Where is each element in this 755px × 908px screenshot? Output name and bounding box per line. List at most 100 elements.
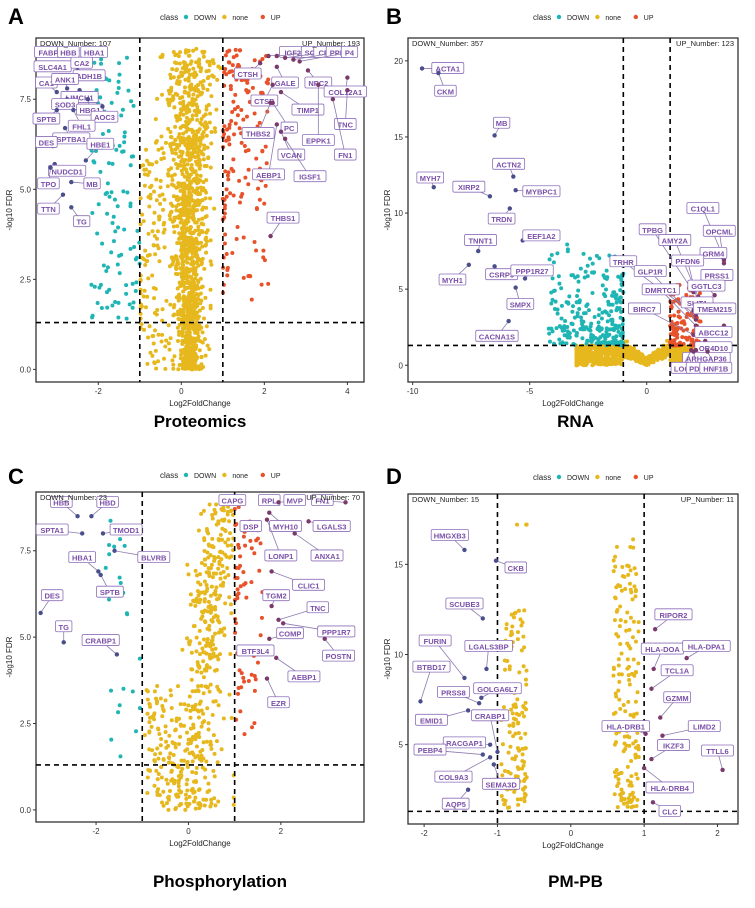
point-none <box>206 566 211 571</box>
point-none <box>203 353 208 358</box>
point-up <box>697 319 702 324</box>
label-box <box>301 134 335 147</box>
point-none <box>188 341 193 346</box>
point-down <box>101 263 106 268</box>
point-none <box>185 788 190 793</box>
label-text: TPO <box>41 180 57 189</box>
point-none <box>197 801 202 806</box>
point-down <box>610 293 615 298</box>
point-none <box>150 229 155 234</box>
label-box <box>73 215 91 228</box>
point-up <box>252 721 257 726</box>
labeled-point <box>267 510 272 515</box>
point-none <box>647 355 652 360</box>
point-none <box>197 158 202 163</box>
point-none <box>160 318 165 323</box>
point-down <box>127 302 132 307</box>
point-none <box>209 801 214 806</box>
label-text: PPL <box>330 48 345 57</box>
gene-label: SPTB <box>32 107 61 125</box>
point-none <box>189 677 194 682</box>
point-none <box>166 341 171 346</box>
point-down <box>559 325 564 330</box>
point-none <box>155 789 160 794</box>
point-none <box>629 759 634 764</box>
point-none <box>156 246 161 251</box>
point-none <box>208 196 213 201</box>
point-down <box>581 251 586 256</box>
panel-d: D class DOWN none UP HMGXB3 CKB SCUBE3 FURIN LGA… <box>378 462 755 908</box>
point-down <box>90 210 95 215</box>
labeled-point <box>85 97 91 102</box>
point-down <box>124 316 129 321</box>
point-none <box>582 351 587 356</box>
label-text: COMP <box>279 630 302 639</box>
point-none <box>173 806 178 811</box>
gene-label: MYH7 <box>416 171 445 190</box>
point-down <box>117 72 122 77</box>
point-down <box>549 301 554 306</box>
labeled-point <box>75 513 80 519</box>
point-none <box>223 575 228 580</box>
point-none <box>179 202 184 207</box>
point-none <box>185 804 190 809</box>
point-none <box>184 707 189 712</box>
point-none <box>201 691 206 696</box>
volcano-plot-rna: class DOWN none UPACTA1CKMMBACTN2MYH7XIRP2M… <box>383 13 739 408</box>
point-none <box>160 800 165 805</box>
point-none <box>193 568 198 573</box>
point-none <box>189 163 194 168</box>
point-none <box>183 142 188 147</box>
point-none <box>200 765 205 770</box>
point-none <box>151 243 156 248</box>
point-none <box>190 206 195 211</box>
point-none <box>221 580 226 585</box>
point-up <box>259 282 264 287</box>
point-none <box>219 629 224 634</box>
point-none <box>220 563 225 568</box>
point-none <box>229 715 234 720</box>
x-tick-label: -2 <box>92 827 100 836</box>
point-none <box>202 266 207 271</box>
labeled-point <box>487 194 493 199</box>
label-box <box>340 46 359 58</box>
label-box <box>67 119 96 132</box>
point-up <box>231 157 236 162</box>
point-up <box>224 194 229 199</box>
point-none <box>170 262 175 267</box>
label-box <box>86 137 115 150</box>
point-none <box>599 351 604 356</box>
x-tick-label: 2 <box>279 827 284 836</box>
point-none <box>221 716 226 721</box>
gene-label: DMRTC1 <box>641 283 699 328</box>
labeled-point <box>345 88 350 93</box>
point-none <box>645 359 650 364</box>
labeled-point <box>79 531 85 536</box>
point-none <box>185 760 190 765</box>
point-none <box>201 114 206 119</box>
point-none <box>161 230 166 235</box>
point-up <box>252 673 257 678</box>
label-text: HBD <box>99 498 116 507</box>
point-none <box>157 259 162 264</box>
gene-label: HBE1 <box>83 137 115 163</box>
point-none <box>156 359 161 364</box>
point-none <box>186 183 191 188</box>
point-none <box>176 295 181 300</box>
label-text: ADH1B <box>76 72 102 81</box>
point-none <box>196 263 201 268</box>
point-down <box>116 79 121 84</box>
point-none <box>205 789 210 794</box>
point-none <box>516 608 521 613</box>
point-none <box>147 324 152 329</box>
point-down <box>555 251 560 256</box>
point-none <box>634 772 639 777</box>
point-down <box>116 315 121 320</box>
point-down <box>573 275 578 280</box>
label-box <box>464 234 497 246</box>
legend-label-none: none <box>232 15 248 22</box>
point-up <box>236 545 241 550</box>
point-down <box>597 307 602 312</box>
y-axis-label: -log10 FDR <box>5 636 14 677</box>
point-down <box>550 329 555 334</box>
